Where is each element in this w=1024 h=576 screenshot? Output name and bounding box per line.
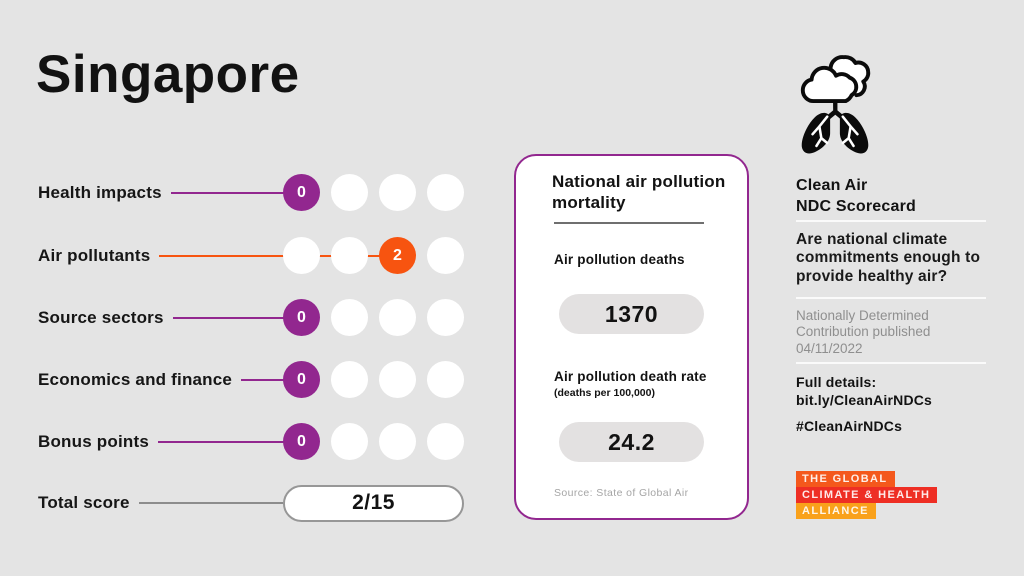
country-title: Singapore <box>36 45 300 104</box>
logo-line: THE GLOBAL <box>796 471 895 487</box>
score-dot <box>379 423 416 460</box>
category-label: Economics and finance <box>38 369 233 389</box>
deaths-value: 1370 <box>604 300 659 327</box>
category-label: Source sectors <box>38 307 164 327</box>
score-dot <box>331 299 368 336</box>
score-row: Air pollutants 2 <box>38 237 464 274</box>
scorecard-heading: Clean Air NDC Scorecard <box>796 176 916 218</box>
mortality-card: National air pollution mortality Air pol… <box>514 154 749 520</box>
data-source-note: Source: State of Global Air <box>554 487 689 499</box>
score-row: Bonus points 0 <box>38 423 464 460</box>
death-rate-sublabel: (deaths per 100,000) <box>554 387 655 399</box>
score-dot: 0 <box>283 299 320 336</box>
divider <box>796 297 986 299</box>
score-dot <box>427 174 464 211</box>
score-dots: 0 <box>283 299 464 336</box>
scorecard-question: Are national climate commitments enough … <box>796 231 981 285</box>
scorecard-heading-line2: NDC Scorecard <box>796 197 916 215</box>
score-dot: 0 <box>283 423 320 460</box>
total-score-pill: 2/15 <box>283 484 464 522</box>
divider <box>796 362 986 364</box>
connector-line <box>159 254 283 257</box>
category-label: Bonus points <box>38 431 149 451</box>
total-score-row: Total score 2/15 <box>38 484 464 522</box>
score-dot <box>427 361 464 398</box>
score-rows: Health impacts 0 Air pollutants 2 Source sec… <box>38 174 464 464</box>
score-dot: 0 <box>283 361 320 398</box>
connector-line <box>172 316 283 319</box>
category-label: Air pollutants <box>38 245 151 265</box>
connector-line <box>241 378 283 381</box>
connector-line <box>170 191 283 194</box>
score-dot <box>331 423 368 460</box>
total-connector-line <box>138 502 283 504</box>
hashtag: #CleanAirNDCs <box>796 418 903 434</box>
score-dots: 0 <box>283 174 464 211</box>
score-row: Health impacts 0 <box>38 174 464 211</box>
death-rate-value-pill: 24.2 <box>559 422 704 462</box>
deaths-value-pill: 1370 <box>559 294 704 334</box>
total-score-label: Total score <box>38 493 130 512</box>
death-rate-label: Air pollution death rate <box>554 369 707 384</box>
score-dot <box>283 237 320 274</box>
connector-line <box>158 440 283 443</box>
score-dot <box>427 423 464 460</box>
score-dot <box>331 361 368 398</box>
scorecard-heading-line1: Clean Air <box>796 177 868 194</box>
score-dot <box>379 299 416 336</box>
score-dots: 0 <box>283 423 464 460</box>
logo-line: CLIMATE & HEALTH <box>796 487 938 503</box>
score-row: Economics and finance 0 <box>38 361 464 398</box>
score-dot <box>331 237 368 274</box>
ndc-published-note: Nationally Determined Contribution publi… <box>796 308 931 356</box>
score-dot <box>427 299 464 336</box>
mortality-card-title: National air pollution mortality <box>552 172 726 213</box>
total-score-value: 2/15 <box>352 491 395 514</box>
score-dot: 0 <box>283 174 320 211</box>
full-details: Full details: bit.ly/CleanAirNDCs <box>796 373 932 409</box>
score-dot <box>379 174 416 211</box>
category-label: Health impacts <box>38 182 162 202</box>
score-dot <box>379 361 416 398</box>
full-details-link[interactable]: bit.ly/CleanAirNDCs <box>796 392 933 409</box>
score-dots: 0 <box>283 361 464 398</box>
score-row: Source sectors 0 <box>38 299 464 336</box>
info-panel: Clean Air NDC Scorecard Are national cli… <box>795 0 995 576</box>
alliance-logo: THE GLOBAL CLIMATE & HEALTH ALLIANCE <box>796 471 938 519</box>
score-dot <box>427 237 464 274</box>
full-details-label: Full details: <box>796 374 877 390</box>
score-dots: 2 <box>283 237 464 274</box>
deaths-label: Air pollution deaths <box>554 252 685 267</box>
death-rate-value: 24.2 <box>608 428 655 455</box>
cloud-lungs-icon <box>800 55 871 154</box>
score-dot: 2 <box>379 237 416 274</box>
divider <box>796 220 986 222</box>
logo-line: ALLIANCE <box>796 503 876 519</box>
title-underline <box>554 222 704 224</box>
score-dot <box>331 174 368 211</box>
